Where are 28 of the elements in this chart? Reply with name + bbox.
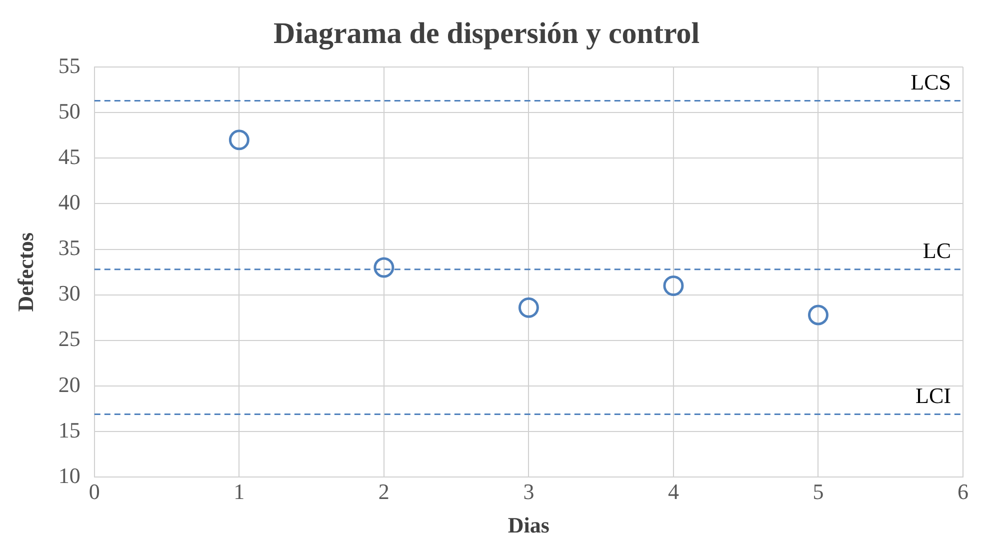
y-tick-label: 55 [58,52,80,78]
chart-title: Diagrama de dispersión y control [273,16,700,50]
x-tick-label: 3 [523,479,534,504]
point [663,276,684,296]
y-tick-label: 20 [58,372,80,397]
point [808,304,828,326]
y-tick-label: 45 [58,144,80,169]
x-axis-title: Dias [508,512,550,538]
y-tick-label: 40 [58,190,80,215]
ref-line-label: LCS [910,70,951,95]
ref-line-label: LCI [916,383,951,408]
x-tick-label: 5 [812,479,824,504]
x-tick-label: 6 [958,479,968,504]
ref-line-label: LC [922,238,951,264]
point [374,257,394,278]
y-tick-label: 35 [58,235,80,260]
x-tick-label: 1 [234,479,245,504]
point [228,130,250,150]
x-tick-label: 4 [668,479,679,504]
point [518,297,539,318]
y-axis-title: Defectos [12,232,38,312]
y-tick-label: 30 [58,280,80,306]
y-tick-label: 15 [58,417,80,442]
y-tick-label: 50 [58,98,80,124]
x-tick-label: 0 [88,479,100,504]
y-tick-label: 10 [58,462,80,488]
y-tick-label: 25 [58,326,80,352]
x-tick-label: 2 [378,479,390,504]
